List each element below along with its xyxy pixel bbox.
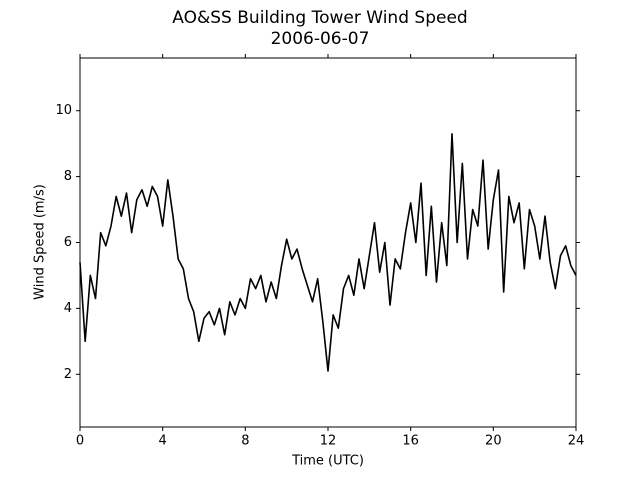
x-tick-label: 12 (320, 434, 337, 449)
data-line (79, 132, 577, 372)
plot-frame (79, 57, 577, 428)
y-tick-label: 6 (64, 235, 72, 250)
x-tick-label: 8 (241, 434, 249, 449)
x-tick-label: 16 (402, 434, 419, 449)
chart-title: AO&SS Building Tower Wind Speed (172, 8, 467, 28)
x-tick-label: 20 (485, 434, 502, 449)
x-tick-label: 0 (76, 434, 84, 449)
y-axis-label: Wind Speed (m/s) (33, 184, 48, 300)
y-tick-label: 2 (64, 367, 72, 382)
y-tick-label: 10 (55, 103, 72, 118)
x-tick-label: 24 (568, 434, 585, 449)
y-tick-label: 8 (64, 169, 72, 184)
x-tick-label: 4 (159, 434, 167, 449)
x-axis-label: Time (UTC) (291, 454, 364, 469)
y-tick-label: 4 (64, 301, 72, 316)
chart-subtitle: 2006-06-07 (271, 29, 370, 49)
